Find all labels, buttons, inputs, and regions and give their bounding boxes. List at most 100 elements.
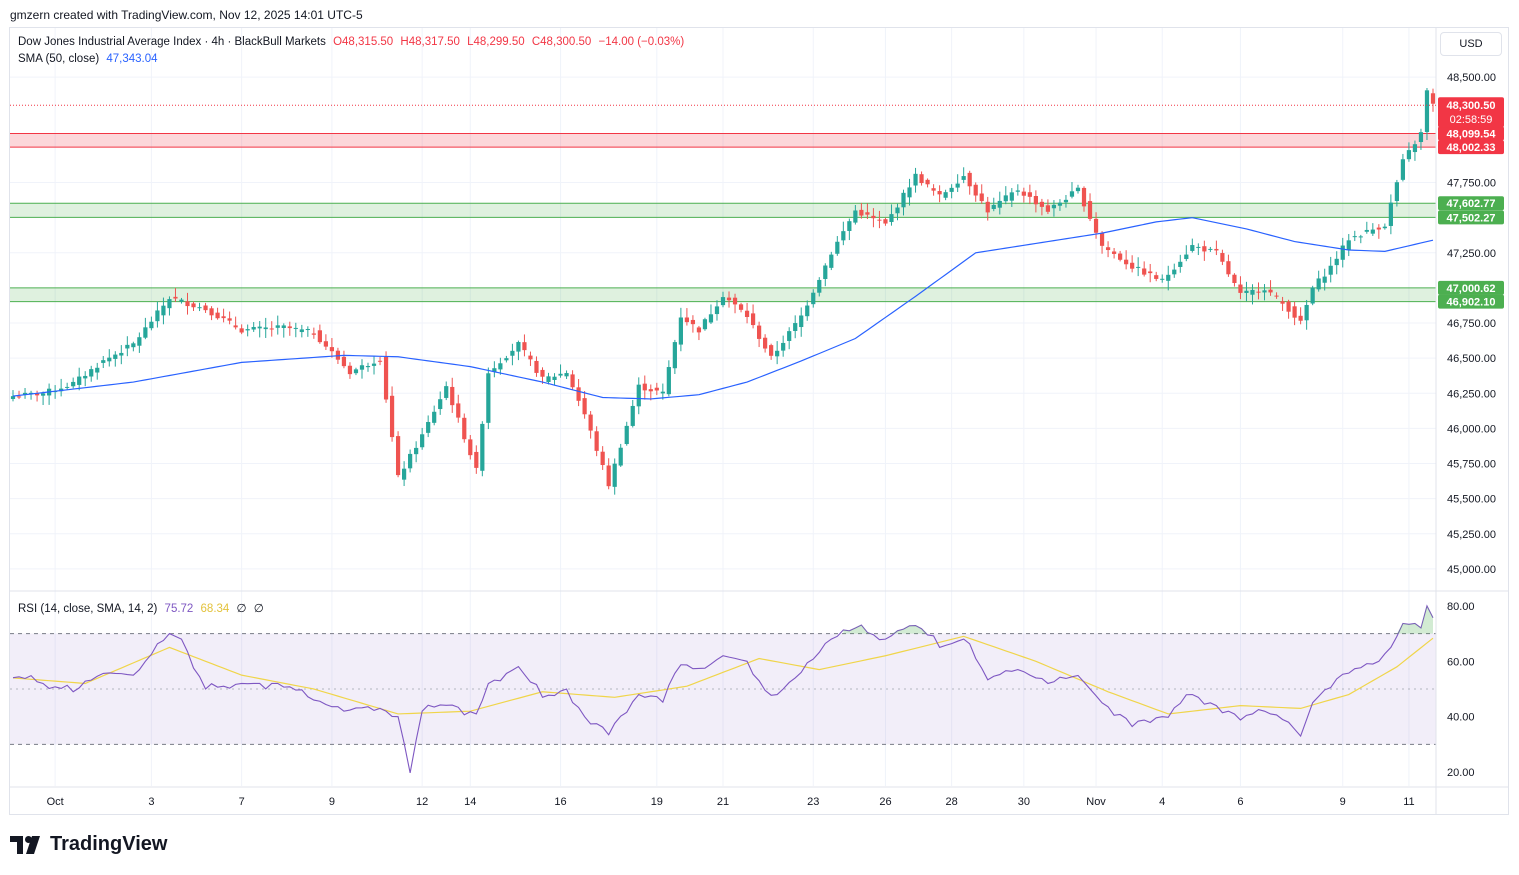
candle-body (426, 421, 431, 433)
candle-body (329, 347, 335, 352)
candle-body (1388, 202, 1393, 226)
last-price-label: 48,300.50 (1447, 100, 1496, 112)
candle-body (961, 176, 966, 180)
candle-body (684, 317, 690, 323)
candle-body (528, 355, 533, 360)
candle-body (937, 191, 942, 195)
candle-body (1105, 247, 1111, 251)
time-axis-label: 16 (554, 796, 566, 808)
time-axis-label: 26 (879, 796, 891, 808)
candle-body (317, 330, 322, 343)
time-axis-label: 4 (1159, 796, 1165, 808)
candle-body (540, 369, 545, 377)
candle-body (1009, 192, 1014, 201)
candle-body (1412, 144, 1418, 153)
candle-body (257, 326, 262, 329)
candle-body (787, 331, 792, 341)
candle-body (1124, 259, 1129, 265)
candle-body (883, 219, 888, 224)
rsi-overbought-fill (843, 605, 1433, 634)
candle-body (1304, 304, 1309, 321)
candle-body (1087, 201, 1093, 219)
brand-name: TradingView (50, 833, 168, 855)
ohlc-change: −14.00 (−0.03%) (598, 36, 685, 48)
candle-body (931, 188, 936, 191)
candle-body (486, 373, 491, 423)
time-axis-label: 9 (1340, 796, 1346, 808)
candle-body (919, 174, 924, 184)
candle-body (1268, 289, 1273, 293)
time-axis-label: 3 (148, 796, 154, 808)
candle-body (1045, 205, 1051, 212)
candle-body (444, 386, 449, 398)
candle-body (71, 381, 76, 387)
candle-body (377, 360, 383, 362)
candle-body (1093, 218, 1099, 233)
candle-body (191, 303, 196, 308)
candle-body (702, 319, 708, 330)
chart-credit: gmzern created with TradingView.com, Nov… (10, 8, 363, 22)
candle-body (859, 209, 864, 216)
rsi-path (12, 604, 1434, 774)
candle-body (991, 204, 996, 209)
candle-body (1382, 226, 1387, 229)
candle-body (799, 315, 804, 328)
candle-body (287, 326, 292, 329)
candle-body (895, 207, 900, 214)
candle-body (408, 453, 413, 469)
candle-body (125, 344, 130, 349)
support-price-label: 46,902.10 (1447, 297, 1496, 309)
time-axis-label: 6 (1237, 796, 1243, 808)
ohlc-close: C48,300.50 (531, 36, 592, 48)
countdown-label: 02:58:59 (1450, 114, 1493, 126)
candle-body (359, 365, 365, 370)
candle-body (365, 366, 371, 368)
candle-body (1262, 290, 1267, 293)
candle-body (1184, 254, 1189, 260)
candle-body (1424, 90, 1430, 133)
price-tick-label: 45,500.00 (1447, 494, 1496, 506)
symbol-title[interactable]: Dow Jones Industrial Average Index · 4h … (18, 36, 326, 48)
candle-body (853, 210, 858, 223)
candle-body (498, 363, 503, 370)
candle-body (901, 192, 906, 208)
candle-body (401, 468, 407, 480)
candle-body (299, 329, 304, 333)
candle-body (847, 221, 852, 231)
candle-body (203, 305, 208, 311)
currency-selector[interactable]: USD (1440, 32, 1502, 56)
candle-body (1394, 182, 1399, 202)
candle-body (1202, 246, 1207, 252)
candle-body (95, 367, 100, 373)
candle-body (1136, 266, 1141, 268)
candle-body (1430, 93, 1436, 104)
candle-body (101, 360, 106, 363)
candle-body (775, 350, 780, 357)
candle-body (167, 299, 172, 309)
time-axis-label: 21 (717, 796, 729, 808)
candle-body (612, 463, 617, 487)
candle-body (239, 328, 244, 333)
price-tick-label: 45,000.00 (1447, 564, 1496, 576)
candle-body (275, 325, 280, 328)
candle-body (1057, 202, 1063, 206)
candle-body (1003, 195, 1008, 202)
candle-body (1178, 261, 1183, 267)
candle-body (1334, 258, 1339, 266)
candle-body (107, 357, 112, 362)
candle-body (829, 254, 834, 268)
resistance-price-label: 48,002.33 (1447, 142, 1496, 154)
candle-body (1142, 268, 1147, 275)
candle-body (305, 329, 310, 331)
candle-body (570, 374, 575, 388)
candle-body (323, 341, 328, 347)
support-price-label: 47,000.62 (1447, 283, 1496, 295)
time-axis-label: 12 (416, 796, 428, 808)
candle-body (871, 215, 876, 219)
tradingview-brand[interactable]: TradingView (10, 833, 167, 856)
candle-body (1244, 290, 1249, 293)
sma-path (12, 217, 1434, 400)
rsi-label[interactable]: RSI (14, close, SMA, 14, 2) (18, 603, 158, 615)
sma-label[interactable]: SMA (50, close) (18, 53, 100, 65)
